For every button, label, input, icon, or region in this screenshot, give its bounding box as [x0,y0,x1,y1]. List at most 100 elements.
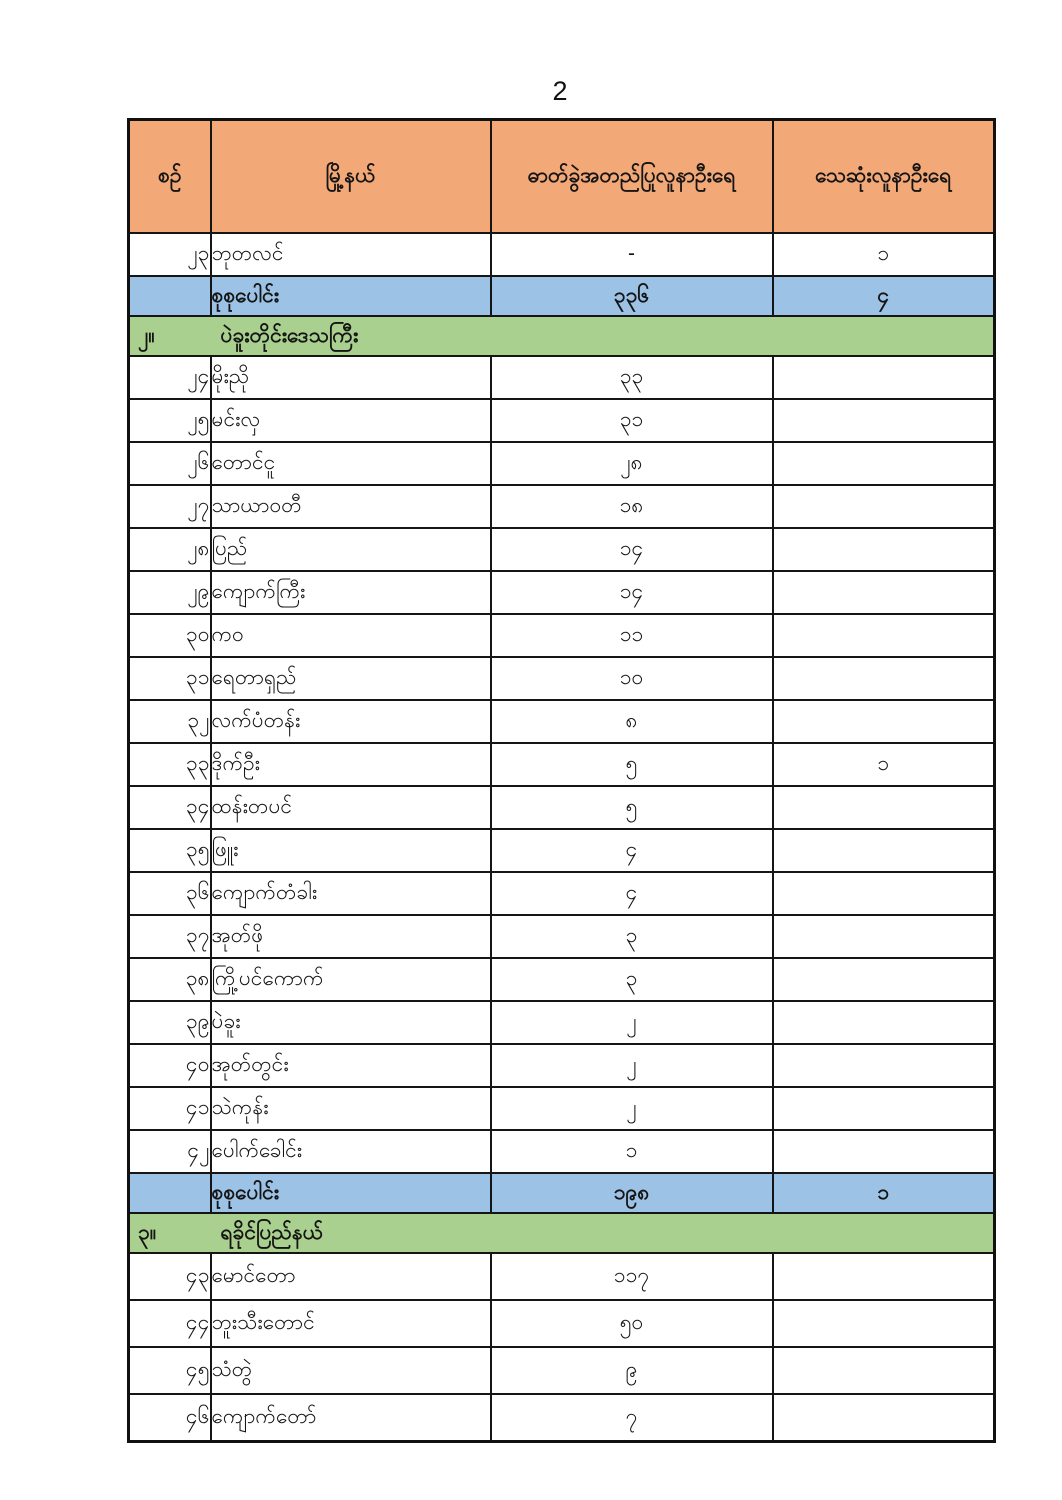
deaths-cell [771,1129,996,1174]
confirmed-cell: ၁၄ [489,570,774,615]
township-cell: ပေါက်ခေါင်း [209,1129,492,1174]
deaths-cell [771,398,996,443]
serial-cell: ၃၆ [127,871,212,916]
serial-cell: ၂၉ [127,570,212,615]
total-deaths-cell: ၁ [771,1172,996,1214]
deaths-cell [771,828,996,873]
section-number: ၂။ [127,315,211,357]
serial-cell: ၄၆ [127,1393,212,1443]
serial-cell: ၄၅ [127,1346,212,1395]
deaths-cell [771,1043,996,1088]
township-cell: သံတွဲ [209,1346,492,1395]
deaths-cell [771,613,996,658]
confirmed-cell: ၃ [489,957,774,1002]
page-number: 2 [552,76,568,106]
serial-cell: ၃၄ [127,785,212,830]
township-cell: ပဲခူး [209,1000,492,1045]
serial-cell [127,1172,212,1214]
confirmed-cell: ၅ [489,785,774,830]
confirmed-cell: ၄ [489,871,774,916]
serial-cell: ၃၉ [127,1000,212,1045]
table-body: ၂၃ ဘုတလင် -၁စုစုပေါင်း ၃၃၆၄၂။ ပဲခူးတိုင်းဒေသ… [127,232,996,1443]
serial-cell: ၃၇ [127,914,212,959]
table-row: ၄၅ သံတွဲ၉ [127,1346,996,1395]
serial-cell: ၄၃ [127,1252,212,1301]
confirmed-cell: ၄ [489,828,774,873]
township-cell: ဘူးသီးတောင် [209,1299,492,1348]
table-row: ၂၇ သာယာဝတီ ၁၈ [127,484,996,529]
confirmed-cell: ၉ [489,1346,774,1395]
township-cell: လက်ပံတန်း [209,699,492,744]
table-row: ၃၃ ဒိုက်ဦး၅၁ [127,742,996,787]
township-cell: ကျောက်ကြီး [209,570,492,615]
table-row: ၂၅ မင်းလှ ၃၁ [127,398,996,443]
confirmed-cell: ၅၀ [489,1299,774,1348]
township-cell: သဲကုန်း [209,1086,492,1131]
township-cell: အုတ်ဖို [209,914,492,959]
serial-cell: ၃၁ [127,656,212,701]
table-row: ၂၈ ပြည် ၁၄ [127,527,996,572]
confirmed-cell: ၂၈ [489,441,774,486]
deaths-cell [771,914,996,959]
total-confirmed-cell: ၃၃၆ [489,275,774,317]
table-row: ၃၉ ပဲခူး၂ [127,1000,996,1045]
township-cell: သာယာဝတီ [209,484,492,529]
serial-cell: ၂၅ [127,398,212,443]
confirmed-cell: ၁၄ [489,527,774,572]
confirmed-cell: ၃၃ [489,355,774,400]
deaths-cell [771,527,996,572]
table-row: ၂၄ မိုးညို ၃၃ [127,355,996,400]
table-row: ၄၆ ကျောက်တော်၇ [127,1393,996,1443]
deaths-cell [771,1086,996,1131]
table-row: ၃၂ လက်ပံတန်း၈ [127,699,996,744]
table-row: ၃၈ ကြို့ပင်ကောက်၃ [127,957,996,1002]
township-cell: ရေတာရှည် [209,656,492,701]
column-header-township: မြို့နယ် [209,118,492,234]
confirmed-cell: ၁ [489,1129,774,1174]
confirmed-cell: - [489,232,774,277]
deaths-cell [771,355,996,400]
confirmed-cell: ၃ [489,914,774,959]
serial-cell: ၃၀ [127,613,212,658]
serial-cell: ၂၈ [127,527,212,572]
table-row: ၃၄ ထန်းတပင်၅ [127,785,996,830]
table-row: ၂၃ ဘုတလင် -၁ [127,232,996,277]
deaths-cell [771,785,996,830]
deaths-cell [771,1346,996,1395]
serial-cell: ၃၂ [127,699,212,744]
total-row: စုစုပေါင်း ၁၉၈၁ [127,1172,996,1214]
confirmed-cell: ၁၁၇ [489,1252,774,1301]
confirmed-cell: ၁၈ [489,484,774,529]
deaths-cell [771,570,996,615]
serial-cell: ၄၂ [127,1129,212,1174]
confirmed-cell: ၃၁ [489,398,774,443]
deaths-cell [771,1299,996,1348]
township-cell: ထန်းတပင် [209,785,492,830]
township-cell: ကြို့ပင်ကောက် [209,957,492,1002]
serial-cell: ၃၈ [127,957,212,1002]
township-cell: တောင်ငူ [209,441,492,486]
deaths-cell [771,1000,996,1045]
serial-cell: ၂၆ [127,441,212,486]
section-header-row: ၃။ ရခိုင်ပြည်နယ် [127,1212,996,1254]
table-row: ၂၉ ကျောက်ကြီး ၁၄ [127,570,996,615]
township-cell: ကဝ [209,613,492,658]
township-cell: ကျောက်တော် [209,1393,492,1443]
table-row: ၃၆ ကျောက်တံခါး၄ [127,871,996,916]
total-confirmed-cell: ၁၉၈ [489,1172,774,1214]
table-row: ၄၁ သဲကုန်း၂ [127,1086,996,1131]
township-cell: ပြည် [209,527,492,572]
township-cell: မောင်တော [209,1252,492,1301]
confirmed-cell: ၂ [489,1086,774,1131]
township-cell: မိုးညို [209,355,492,400]
deaths-cell [771,441,996,486]
township-cell: အုတ်တွင်း [209,1043,492,1088]
township-cell: မင်းလှ [209,398,492,443]
table-row: ၄၃ မောင်တော ၁၁၇ [127,1252,996,1301]
serial-cell: ၃၃ [127,742,212,787]
deaths-cell [771,699,996,744]
table-header: စဉ် မြို့နယ် ဓာတ်ခွဲအတည်ပြုလူနာဦးရေ သေဆုံးလ… [127,118,996,234]
serial-cell: ၃၅ [127,828,212,873]
deaths-cell [771,656,996,701]
